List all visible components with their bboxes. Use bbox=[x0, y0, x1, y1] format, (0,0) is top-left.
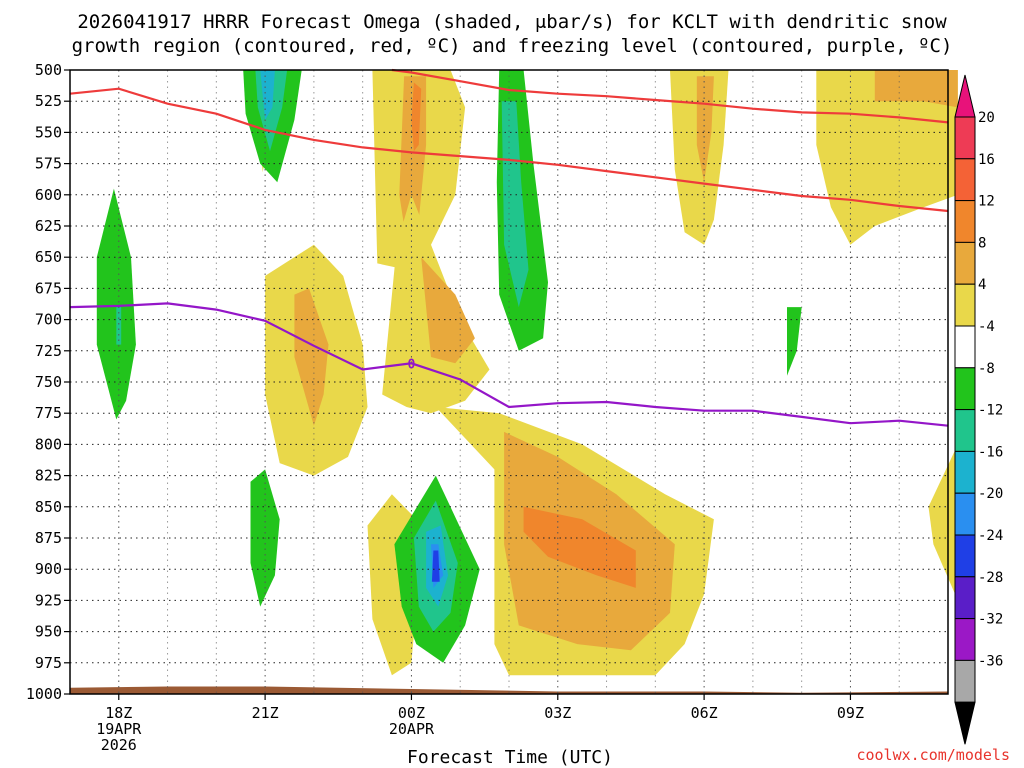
colorbar-swatch-5 bbox=[954, 325, 976, 369]
colorbar-label-3: 8 bbox=[978, 235, 986, 251]
y-tick-label-600: 600 bbox=[35, 186, 62, 204]
x-tick-label-6-1: 20APR bbox=[389, 720, 435, 738]
y-tick-label-925: 925 bbox=[35, 591, 62, 609]
shade-mid-b bbox=[294, 288, 329, 426]
y-tick-label-900: 900 bbox=[35, 560, 62, 578]
y-axis: 500 525 550 575 600 625 650 675 700 725 750 775 800 8… bbox=[26, 61, 70, 703]
dendritic-line-lower bbox=[391, 68, 949, 124]
x-tick-label-0-1: 19APR bbox=[96, 720, 142, 738]
shade-ul-d bbox=[411, 82, 422, 152]
y-tick-label-500: 500 bbox=[35, 61, 62, 79]
y-tick-label-700: 700 bbox=[35, 311, 62, 329]
y-tick-label-775: 775 bbox=[35, 404, 62, 422]
y-tick-label-1000: 1000 bbox=[26, 685, 62, 703]
y-tick-label-650: 650 bbox=[35, 248, 62, 266]
freezing-level-label: 0 bbox=[408, 357, 416, 372]
colorbar-label-0: 20 bbox=[978, 110, 995, 126]
shade-low-e bbox=[928, 444, 958, 601]
colorbar-swatch-11 bbox=[954, 576, 976, 620]
y-tick-label-875: 875 bbox=[35, 529, 62, 547]
y-tick-label-975: 975 bbox=[35, 654, 62, 672]
x-tick-label-9-0: 03Z bbox=[544, 704, 571, 722]
shade-neg-e5 bbox=[431, 550, 440, 582]
x-tick-label-12-0: 06Z bbox=[691, 704, 718, 722]
colorbar-swatch-9 bbox=[954, 492, 976, 536]
x-tick-label-15-0: 09Z bbox=[837, 704, 864, 722]
shade-neg-a2 bbox=[116, 307, 122, 345]
ground-fill bbox=[70, 686, 948, 694]
colorbar: 20 16 12 8 4 -4 -8 -12 -16 -20 -24 -28 -32 -36 bbox=[954, 74, 1003, 745]
colorbar-label-10: -24 bbox=[978, 528, 1003, 544]
colorbar-label-2: 12 bbox=[978, 194, 995, 210]
y-tick-label-950: 950 bbox=[35, 623, 62, 641]
y-tick-label-825: 825 bbox=[35, 467, 62, 485]
colorbar-swatch-0 bbox=[954, 116, 976, 160]
shade-neg-b3 bbox=[260, 70, 275, 120]
colorbar-swatch-4 bbox=[954, 283, 976, 327]
colorbar-swatch-12 bbox=[954, 618, 976, 661]
colorbar-swatch-6 bbox=[954, 367, 976, 411]
dendritic-line-upper bbox=[69, 87, 949, 213]
chart-title-line1: 2026041917 HRRR Forecast Omega (shaded, … bbox=[77, 11, 947, 33]
x-axis-label: Forecast Time (UTC) bbox=[407, 747, 613, 768]
colorbar-swatch-2 bbox=[954, 200, 976, 243]
y-tick-label-800: 800 bbox=[35, 435, 62, 453]
colorbar-swatch-7 bbox=[954, 409, 976, 452]
y-tick-label-575: 575 bbox=[35, 155, 62, 173]
y-tick-label-675: 675 bbox=[35, 279, 62, 297]
y-tick-label-525: 525 bbox=[35, 92, 62, 110]
colorbar-label-5: -4 bbox=[978, 319, 995, 335]
colorbar-label-1: 16 bbox=[978, 152, 995, 168]
freezing-level-line bbox=[69, 302, 949, 427]
colorbar-label-13: -36 bbox=[978, 653, 1003, 669]
colorbar-label-8: -16 bbox=[978, 444, 1003, 460]
x-tick-label-3-0: 21Z bbox=[252, 704, 279, 722]
x-tick-label-0-2: 2026 bbox=[101, 736, 137, 754]
shade-ur-d bbox=[874, 70, 958, 108]
colorbar-label-11: -28 bbox=[978, 570, 1003, 586]
colorbar-top-arrow bbox=[954, 74, 976, 118]
colorbar-swatch-3 bbox=[954, 241, 976, 285]
colorbar-swatch-8 bbox=[954, 450, 976, 494]
y-tick-label-725: 725 bbox=[35, 342, 62, 360]
ground-surface bbox=[70, 686, 948, 694]
omega-shading bbox=[96, 70, 958, 676]
y-tick-label-625: 625 bbox=[35, 217, 62, 235]
shade-neg-f bbox=[787, 307, 802, 376]
contour-lines: 0 bbox=[69, 68, 949, 427]
y-tick-label-850: 850 bbox=[35, 498, 62, 516]
colorbar-label-4: 4 bbox=[978, 277, 986, 293]
colorbar-label-9: -20 bbox=[978, 486, 1003, 502]
dotted-grid bbox=[70, 70, 948, 694]
chart-title-line2: growth region (contoured, red, ºC) and f… bbox=[72, 35, 953, 57]
y-tick-label-750: 750 bbox=[35, 373, 62, 391]
y-tick-label-550: 550 bbox=[35, 123, 62, 141]
colorbar-label-7: -12 bbox=[978, 403, 1003, 419]
shade-neg-a bbox=[96, 188, 136, 420]
x-tick-label-6-0: 00Z bbox=[398, 704, 425, 722]
colorbar-swatch-1 bbox=[954, 158, 976, 202]
credit-text: coolwx.com/models bbox=[856, 746, 1010, 764]
colorbar-swatch-10 bbox=[954, 534, 976, 578]
colorbar-bottom-arrow bbox=[954, 701, 976, 745]
colorbar-label-12: -32 bbox=[978, 612, 1003, 628]
colorbar-swatch-13 bbox=[954, 659, 976, 703]
shade-low-c bbox=[523, 506, 636, 588]
x-tick-label-0-0: 18Z bbox=[105, 704, 132, 722]
colorbar-label-6: -8 bbox=[978, 361, 995, 377]
shade-neg-c2 bbox=[501, 101, 529, 308]
shade-mid-d bbox=[421, 257, 475, 364]
